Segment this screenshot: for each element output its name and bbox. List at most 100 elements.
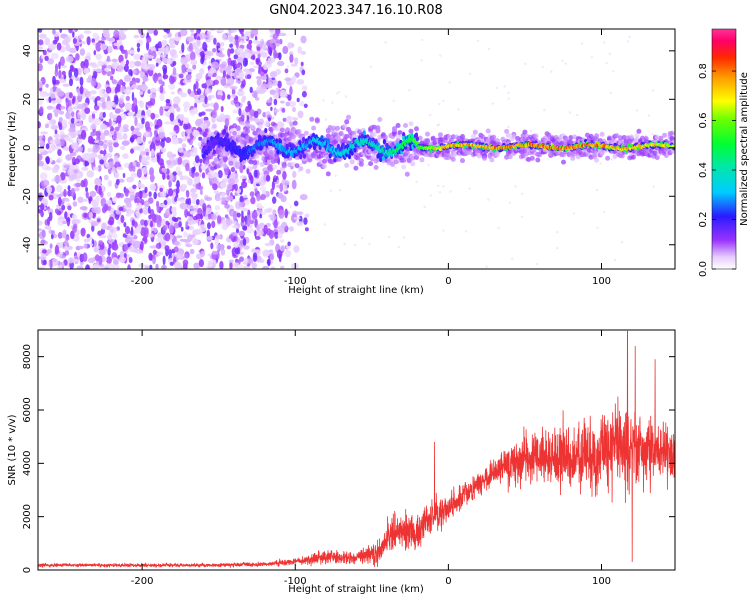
heatmap-noise-blob [263, 224, 268, 235]
heatmap-noise-blob [50, 125, 59, 130]
heatmap-noise-blob [54, 98, 62, 104]
heatmap-noise-blob [61, 70, 66, 76]
heatmap-noise-blob [260, 75, 268, 80]
heatmap-noise-blob [136, 137, 144, 144]
heatmap-noise-blob [194, 155, 200, 164]
heatmap-noise-blob [164, 245, 170, 252]
heatmap-noise-blob [185, 221, 189, 228]
heatmap-noise-blob [185, 162, 190, 172]
heatmap-noise-blob [207, 95, 212, 101]
heatmap-noise-blob [182, 176, 190, 180]
heatmap-band-halo [344, 162, 350, 168]
heatmap-band-halo [489, 157, 495, 163]
heatmap-noise-blob [219, 260, 224, 269]
heatmap-speck [550, 70, 553, 73]
heatmap-noise-blob [296, 221, 304, 227]
heatmap-noise-blob [54, 129, 58, 135]
heatmap-noise-blob [90, 131, 97, 137]
heatmap-noise-blob [255, 57, 261, 63]
heatmap-noise-blob [68, 92, 73, 99]
heatmap-noise-blob [192, 198, 197, 205]
heatmap-noise-blob [70, 66, 76, 72]
heatmap-band-halo [202, 132, 208, 138]
heatmap-speck [366, 164, 369, 167]
heatmap-speck [561, 59, 564, 63]
heatmap-noise-blob [155, 263, 159, 269]
heatmap-noise-blob [216, 243, 224, 251]
heatmap-noise-blob [38, 266, 46, 269]
heatmap-noise-blob [256, 229, 264, 237]
heatmap-noise-blob [293, 245, 300, 253]
heatmap-noise-blob [252, 65, 259, 69]
heatmap-noise-blob [71, 142, 78, 150]
heatmap-noise-blob [174, 197, 178, 202]
heatmap-noise-blob [118, 178, 125, 183]
heatmap-noise-blob [64, 36, 70, 44]
heatmap-noise-blob [186, 36, 194, 42]
heatmap-band-halo [322, 158, 328, 164]
heatmap-band-halo [401, 157, 407, 163]
heatmap-speck [524, 62, 527, 65]
heatmap-noise-blob [196, 88, 202, 95]
heatmap-noise-blob [278, 32, 287, 37]
heatmap-noise-blob [79, 206, 88, 211]
heatmap-noise-blob [181, 64, 186, 74]
heatmap-noise-blob [98, 235, 107, 239]
heatmap-speck [334, 174, 337, 177]
heatmap-noise-blob [138, 90, 144, 95]
heatmap-noise-blob [52, 75, 56, 85]
heatmap-speck [520, 215, 524, 218]
heatmap-noise-blob [128, 69, 133, 76]
heatmap-noise-blob [65, 236, 70, 241]
heatmap-noise-blob [83, 238, 91, 243]
heatmap-band-halo [342, 123, 348, 129]
heatmap-band-halo [292, 120, 298, 126]
heatmap-noise-blob [181, 183, 187, 191]
heatmap-noise-blob [149, 167, 155, 176]
heatmap-noise-blob [279, 89, 288, 98]
heatmap-noise-blob [59, 29, 63, 33]
heatmap-speck [596, 226, 599, 229]
heatmap-noise-blob [169, 132, 176, 136]
heatmap-noise-blob [176, 235, 183, 239]
heatmap-noise-blob [105, 32, 111, 39]
heatmap-noise-blob [151, 254, 156, 260]
heatmap-noise-blob [182, 137, 187, 142]
heatmap-noise-blob [219, 42, 225, 47]
heatmap-band-halo [245, 128, 250, 134]
heatmap-noise-blob [56, 184, 63, 193]
heatmap-speck [361, 236, 364, 240]
heatmap-band-halo [494, 138, 500, 144]
heatmap-noise-blob [287, 94, 292, 101]
heatmap-band-halo [390, 161, 396, 167]
heatmap-band-halo [472, 129, 478, 135]
heatmap-noise-blob [264, 242, 272, 247]
heatmap-speck [507, 91, 510, 94]
heatmap-noise-blob [282, 170, 287, 180]
heatmap-noise-blob [235, 80, 242, 84]
heatmap-noise-blob [129, 49, 136, 54]
heatmap-noise-blob [277, 192, 284, 199]
heatmap-speck [392, 99, 395, 103]
heatmap-speck [442, 185, 445, 188]
heatmap-noise-blob [140, 32, 145, 39]
heatmap-noise-blob [65, 98, 70, 108]
heatmap-band-halo [414, 155, 419, 160]
heatmap-noise-blob [98, 240, 103, 245]
heatmap-noise-blob [46, 248, 52, 254]
heatmap-noise-blob [165, 29, 171, 34]
heatmap-noise-blob [211, 61, 220, 69]
heatmap-noise-blob [279, 38, 283, 45]
heatmap-noise-blob [303, 103, 308, 109]
heatmap-noise-blob [126, 176, 134, 183]
heatmap-noise-blob [107, 180, 113, 187]
heatmap-noise-blob [84, 160, 87, 167]
heatmap-band-halo [460, 134, 465, 139]
heatmap-noise-blob [168, 179, 172, 188]
heatmap-noise-blob [99, 248, 106, 256]
heatmap-noise-blob [259, 186, 267, 191]
heatmap-noise-blob [259, 213, 263, 219]
heatmap-noise-blob [93, 118, 102, 125]
heatmap-noise-blob [276, 60, 285, 67]
